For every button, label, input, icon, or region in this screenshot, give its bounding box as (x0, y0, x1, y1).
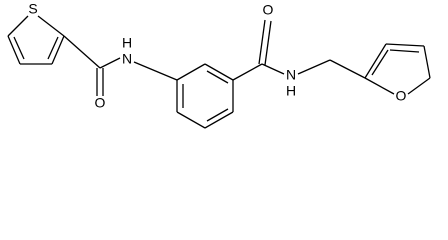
atom-label: O (396, 88, 407, 104)
atom-label: O (263, 2, 274, 18)
molecule-diagram: S O H N O N H O (7, 1, 431, 129)
atom-label: N (122, 51, 132, 67)
atom-label: N (286, 67, 296, 83)
bonds (7, 15, 431, 129)
atom-label: O (95, 95, 106, 111)
atom-label: H (286, 83, 296, 99)
atom-label: S (28, 1, 37, 17)
atom-label: H (122, 35, 132, 51)
